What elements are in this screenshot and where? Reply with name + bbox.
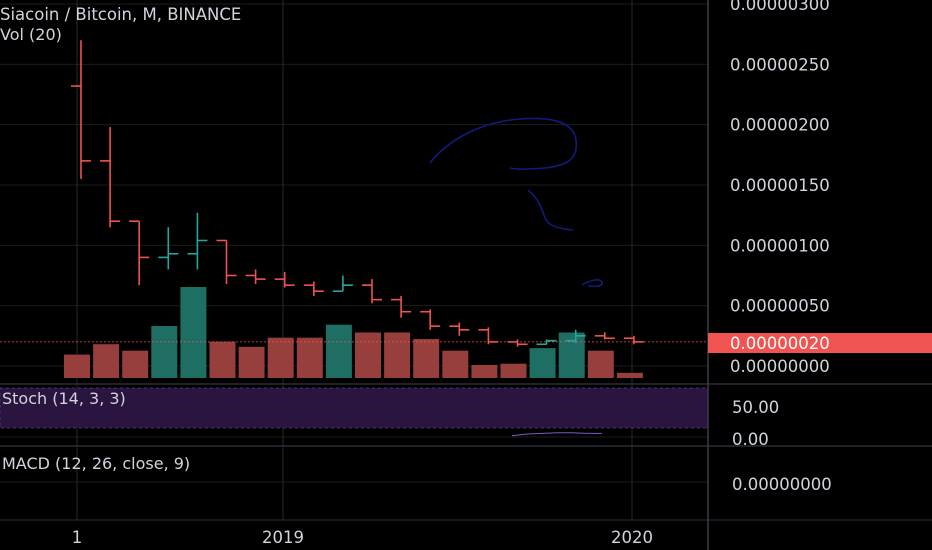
- time-axis-label-2019: 2019: [262, 528, 304, 547]
- price-axis-label: 0.00000000: [730, 357, 830, 376]
- chart-title: Siacoin / Bitcoin, M, BINANCE: [0, 5, 242, 24]
- volume-bar: [93, 344, 120, 378]
- volume-bar: [471, 365, 498, 378]
- ohlc-bar: [245, 269, 266, 284]
- question-mark-dot: [581, 279, 604, 288]
- ohlc-bar: [391, 296, 412, 318]
- macd-indicator-label[interactable]: MACD (12, 26, close, 9): [2, 454, 191, 473]
- volume-bar: [325, 324, 352, 378]
- ohlc-bar: [274, 271, 295, 288]
- ohlc-bar: [216, 239, 237, 284]
- volume-bar: [413, 339, 440, 378]
- stoch-axis-label-0: 0.00: [732, 430, 769, 449]
- volume-bar: [587, 350, 614, 378]
- stoch-k-line: [511, 432, 602, 437]
- ohlc-bars: [71, 40, 644, 347]
- price-axis-label: 0.00000150: [730, 176, 830, 195]
- stoch-band: [0, 387, 709, 429]
- drawing-annotation[interactable]: [429, 117, 604, 288]
- volume-bar: [442, 350, 469, 378]
- ohlc-bar: [129, 220, 150, 286]
- volume-bar: [296, 337, 323, 378]
- stoch-indicator-label[interactable]: Stoch (14, 3, 3): [2, 389, 126, 408]
- ohlc-bar: [449, 322, 470, 336]
- volume-bars: [64, 287, 643, 378]
- ohlc-bar: [594, 332, 615, 340]
- price-axis-label: 0.00000300: [730, 0, 830, 14]
- volume-bar: [384, 332, 411, 378]
- current-price-tag: 0.00000020: [708, 333, 932, 353]
- ohlc-bar: [420, 309, 441, 330]
- volume-bar: [355, 332, 381, 378]
- stoch-axis-label-50: 50.00: [732, 398, 779, 417]
- volume-bar: [209, 341, 236, 378]
- time-axis-label-2020: 2020: [611, 528, 653, 547]
- volume-bar: [500, 363, 527, 378]
- ohlc-bar: [565, 329, 586, 344]
- volume-bar: [616, 372, 643, 378]
- volume-bar: [151, 326, 178, 378]
- price-axis-label: 0.00000100: [730, 236, 830, 255]
- volume-indicator-label[interactable]: Vol (20): [0, 25, 62, 44]
- price-axis[interactable]: 0.00000300 0.00000250 0.00000200 0.00000150…: [730, 0, 830, 376]
- ohlc-bar: [332, 275, 353, 292]
- ohlc-bar: [100, 127, 121, 228]
- volume-bar: [529, 348, 556, 378]
- price-axis-label: 0.00000050: [730, 297, 830, 316]
- ohlc-bar: [362, 279, 382, 304]
- macd-axis-label: 0.00000000: [732, 475, 832, 494]
- ohlc-bar: [536, 339, 557, 346]
- volume-bar: [267, 337, 294, 378]
- ohlc-bar: [303, 281, 324, 297]
- question-mark-hook: [527, 189, 574, 231]
- ohlc-bar: [623, 335, 644, 345]
- question-mark-curve: [429, 117, 578, 170]
- volume-bar: [238, 346, 265, 378]
- ohlc-bar: [158, 227, 179, 270]
- ohlc-bar: [187, 212, 208, 270]
- volume-bar: [558, 332, 585, 378]
- volume-bar: [64, 354, 90, 378]
- volume-bar: [122, 350, 149, 378]
- price-axis-label: 0.00000200: [730, 116, 830, 135]
- time-axis-label-1: 1: [72, 528, 83, 547]
- price-axis-label: 0.00000250: [730, 55, 830, 74]
- volume-bar: [180, 287, 207, 378]
- ohlc-bar: [71, 40, 91, 179]
